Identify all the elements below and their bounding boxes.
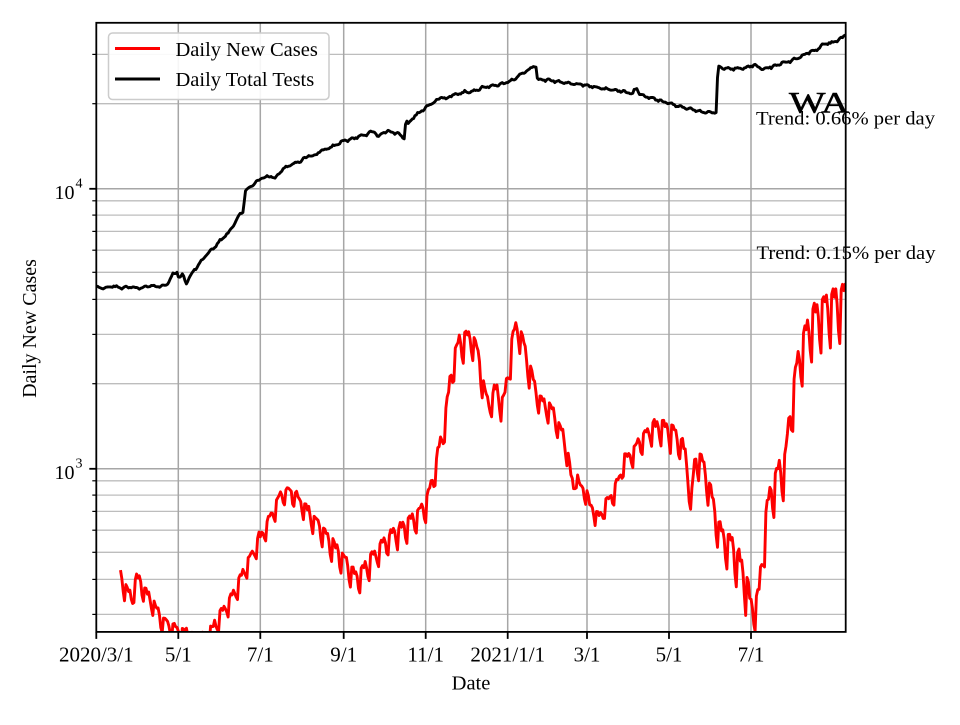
svg-text:Daily New Cases: Daily New Cases [176,39,318,61]
svg-text:10: 10 [55,462,75,484]
svg-text:Trend: 0.15% per day: Trend: 0.15% per day [757,243,937,264]
svg-text:9/1: 9/1 [330,643,357,667]
svg-text:7/1: 7/1 [738,643,765,667]
svg-text:4: 4 [76,177,83,192]
svg-text:2021/1/1: 2021/1/1 [470,643,545,667]
svg-text:Date: Date [452,673,491,695]
svg-text:WA: WA [789,86,849,119]
svg-text:11/1: 11/1 [407,643,444,667]
svg-text:3/1: 3/1 [574,643,601,667]
svg-text:10: 10 [55,182,75,204]
svg-text:5/1: 5/1 [656,643,683,667]
svg-text:Daily New Cases: Daily New Cases [19,259,41,398]
svg-text:3: 3 [76,457,83,472]
svg-text:Daily Total Tests: Daily Total Tests [176,69,315,91]
svg-text:Trend: 0.66% per day: Trend: 0.66% per day [756,108,936,129]
svg-text:2020/3/1: 2020/3/1 [59,643,134,667]
svg-text:7/1: 7/1 [247,643,274,667]
svg-text:5/1: 5/1 [165,643,192,667]
